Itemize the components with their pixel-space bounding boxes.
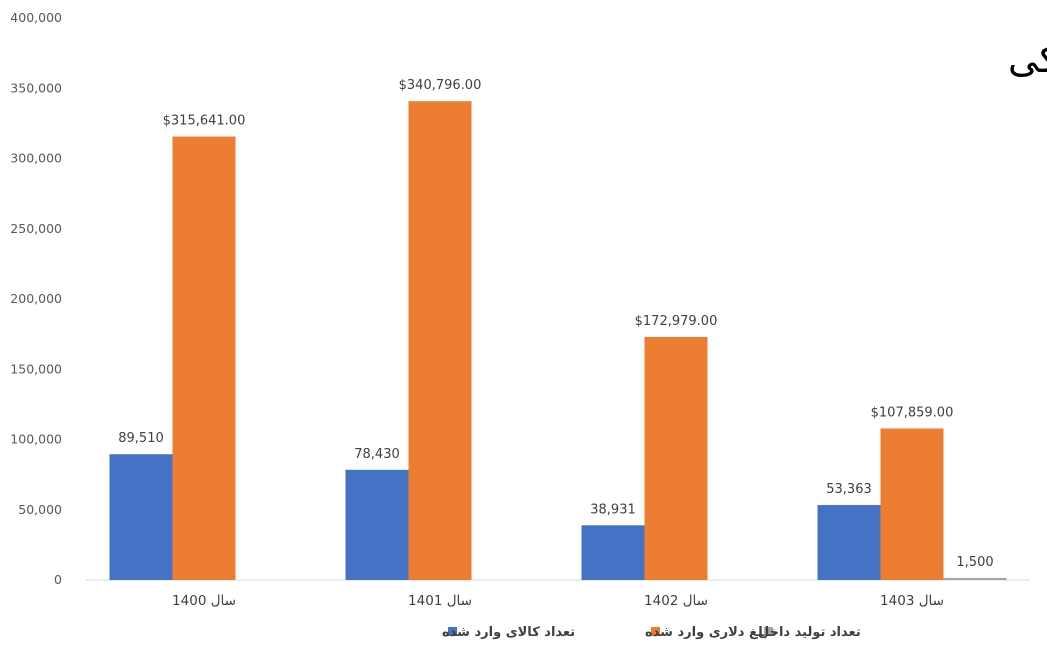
bars <box>109 101 1007 581</box>
y-tick-label: 0 <box>54 572 62 587</box>
y-tick-label: 150,000 <box>10 361 62 376</box>
bar-series-0-cat-1 <box>345 469 409 580</box>
legend-label: تعداد تولید داخل <box>758 625 861 640</box>
data-label: 78,430 <box>354 447 400 462</box>
category-labels: سال 1400 سال 1401 سال 1402 سال 1403 <box>172 593 944 609</box>
bar-series-0-cat-3 <box>817 505 881 580</box>
y-tick-label: 350,000 <box>10 80 62 95</box>
bar-series-1-cat-0 <box>172 136 236 580</box>
bar-series-0-cat-0 <box>109 454 173 580</box>
data-label: 38,931 <box>590 502 636 517</box>
legend-swatch <box>651 627 660 636</box>
category-label: سال 1402 <box>644 593 708 609</box>
bar-series-1-cat-2 <box>644 336 708 580</box>
data-label: $107,859.00 <box>871 405 954 420</box>
bar-series-2-cat-3 <box>943 577 1007 580</box>
y-tick-label: 50,000 <box>18 502 62 517</box>
legend-label: تعداد کالای وارد شده <box>442 625 575 640</box>
data-labels: 89,510 $315,641.00 78,430 $340,796.00 38,931… <box>118 78 993 570</box>
data-label: $315,641.00 <box>163 114 246 129</box>
y-tick-label: 250,000 <box>10 221 62 236</box>
data-label: 1,500 <box>956 555 993 570</box>
bar-series-0-cat-2 <box>581 525 645 580</box>
category-label: سال 1403 <box>880 593 944 609</box>
bar-series-1-cat-1 <box>408 101 472 581</box>
y-tick-label: 400,000 <box>10 10 62 25</box>
legend-swatch <box>764 627 773 636</box>
y-axis-ticks: 0 50,000 100,000 150,000 200,000 250,000 300,0… <box>10 10 62 587</box>
data-label: 53,363 <box>826 482 872 497</box>
y-tick-label: 300,000 <box>10 151 62 166</box>
data-label: 89,510 <box>118 431 164 446</box>
legend: تعداد کالای وارد شده مبلغ دلاری وارد شدهت… <box>442 625 861 640</box>
category-label: سال 1401 <box>408 593 472 609</box>
chart-title: آمار بازرگانی گوشی پزشکی <box>1008 36 1047 82</box>
y-tick-label: 100,000 <box>10 432 62 447</box>
legend-label: مبلغ دلاری وارد شده <box>645 625 777 640</box>
y-tick-label: 200,000 <box>10 291 62 306</box>
data-label: $340,796.00 <box>399 78 482 93</box>
category-label: سال 1400 <box>172 593 236 609</box>
legend-swatch <box>448 627 457 636</box>
bar-series-1-cat-3 <box>880 428 944 580</box>
data-label: $172,979.00 <box>635 314 718 329</box>
